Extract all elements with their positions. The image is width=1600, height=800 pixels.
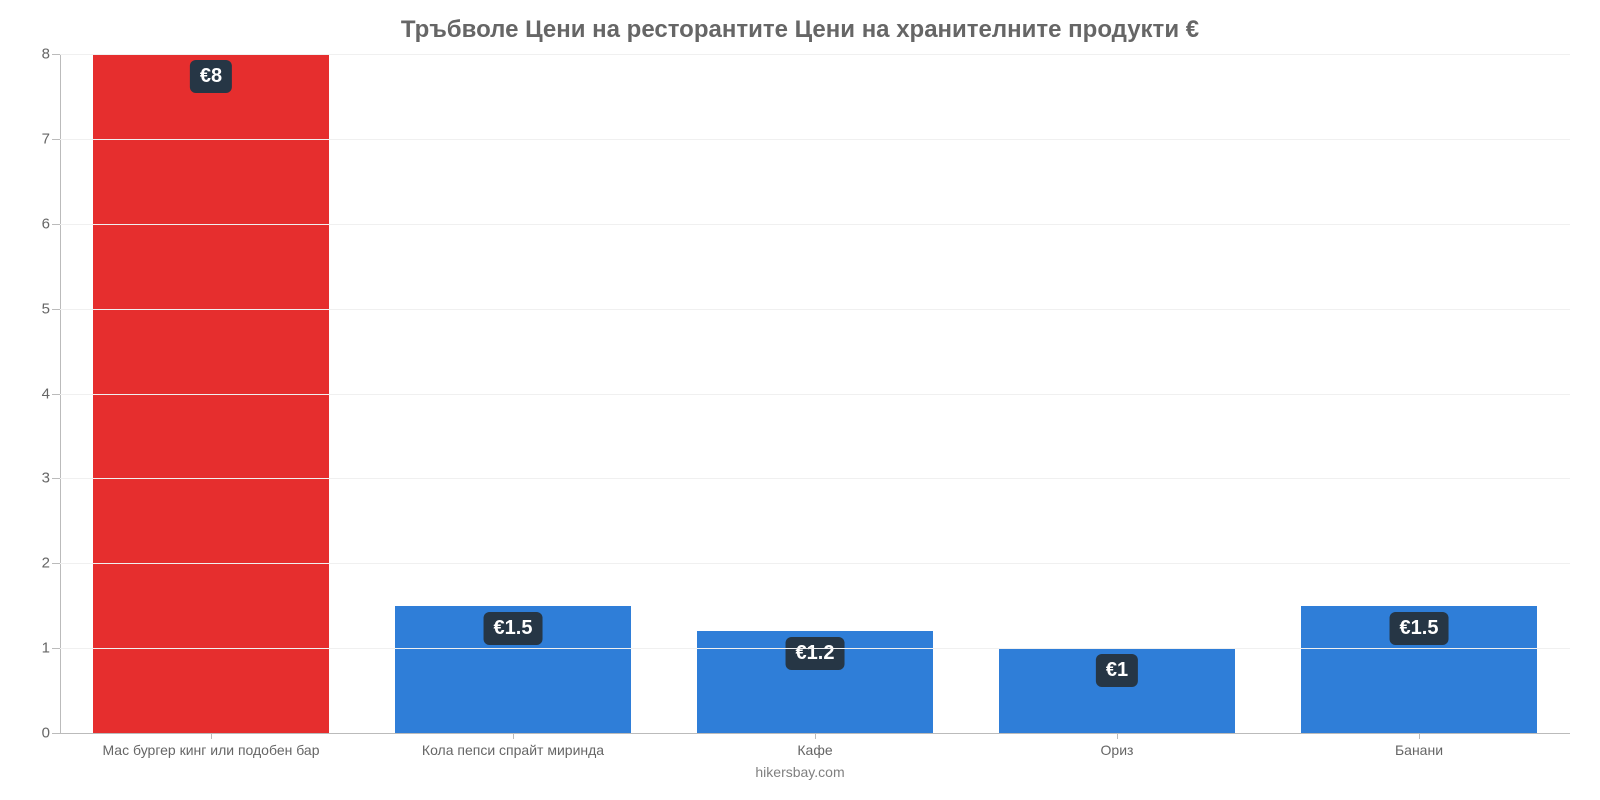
bar: €1.5 — [395, 606, 631, 733]
source-label: hikersbay.com — [20, 764, 1580, 780]
y-tick — [52, 309, 60, 310]
y-tick-label: 2 — [25, 555, 50, 572]
x-tick — [211, 733, 212, 739]
y-tick-label: 1 — [25, 640, 50, 657]
y-tick-label: 8 — [25, 46, 50, 63]
x-tick — [1419, 733, 1420, 739]
bar: €1 — [999, 648, 1235, 733]
bar-value-label: €8 — [190, 60, 232, 93]
y-tick — [52, 648, 60, 649]
y-tick-label: 6 — [25, 215, 50, 232]
y-tick-label: 7 — [25, 130, 50, 147]
bar-value-label: €1.5 — [484, 612, 543, 645]
y-tick-label: 0 — [25, 725, 50, 742]
bar-value-label: €1.5 — [1390, 612, 1449, 645]
y-tick — [52, 394, 60, 395]
y-tick — [52, 224, 60, 225]
y-tick — [52, 478, 60, 479]
grid-line — [60, 309, 1570, 310]
bar-value-label: €1 — [1096, 654, 1138, 687]
x-tick — [815, 733, 816, 739]
chart-container: Тръбволе Цени на ресторантите Цени на хр… — [0, 0, 1600, 800]
grid-line — [60, 394, 1570, 395]
y-tick-label: 3 — [25, 470, 50, 487]
y-tick-label: 5 — [25, 300, 50, 317]
grid-line — [60, 648, 1570, 649]
bar-value-label: €1.2 — [786, 637, 845, 670]
x-tick — [513, 733, 514, 739]
y-tick — [52, 733, 60, 734]
plot-area: €8€1.5€1.2€1€1.5 012345678 — [60, 54, 1570, 734]
grid-line — [60, 54, 1570, 55]
grid-line — [60, 139, 1570, 140]
y-tick — [52, 139, 60, 140]
grid-line — [60, 563, 1570, 564]
y-tick-label: 4 — [25, 385, 50, 402]
y-tick — [52, 563, 60, 564]
chart-title: Тръбволе Цени на ресторантите Цени на хр… — [20, 16, 1580, 44]
bar: €1.5 — [1301, 606, 1537, 733]
y-tick — [52, 54, 60, 55]
bar: €1.2 — [697, 631, 933, 733]
grid-line — [60, 478, 1570, 479]
x-tick — [1117, 733, 1118, 739]
grid-line — [60, 224, 1570, 225]
